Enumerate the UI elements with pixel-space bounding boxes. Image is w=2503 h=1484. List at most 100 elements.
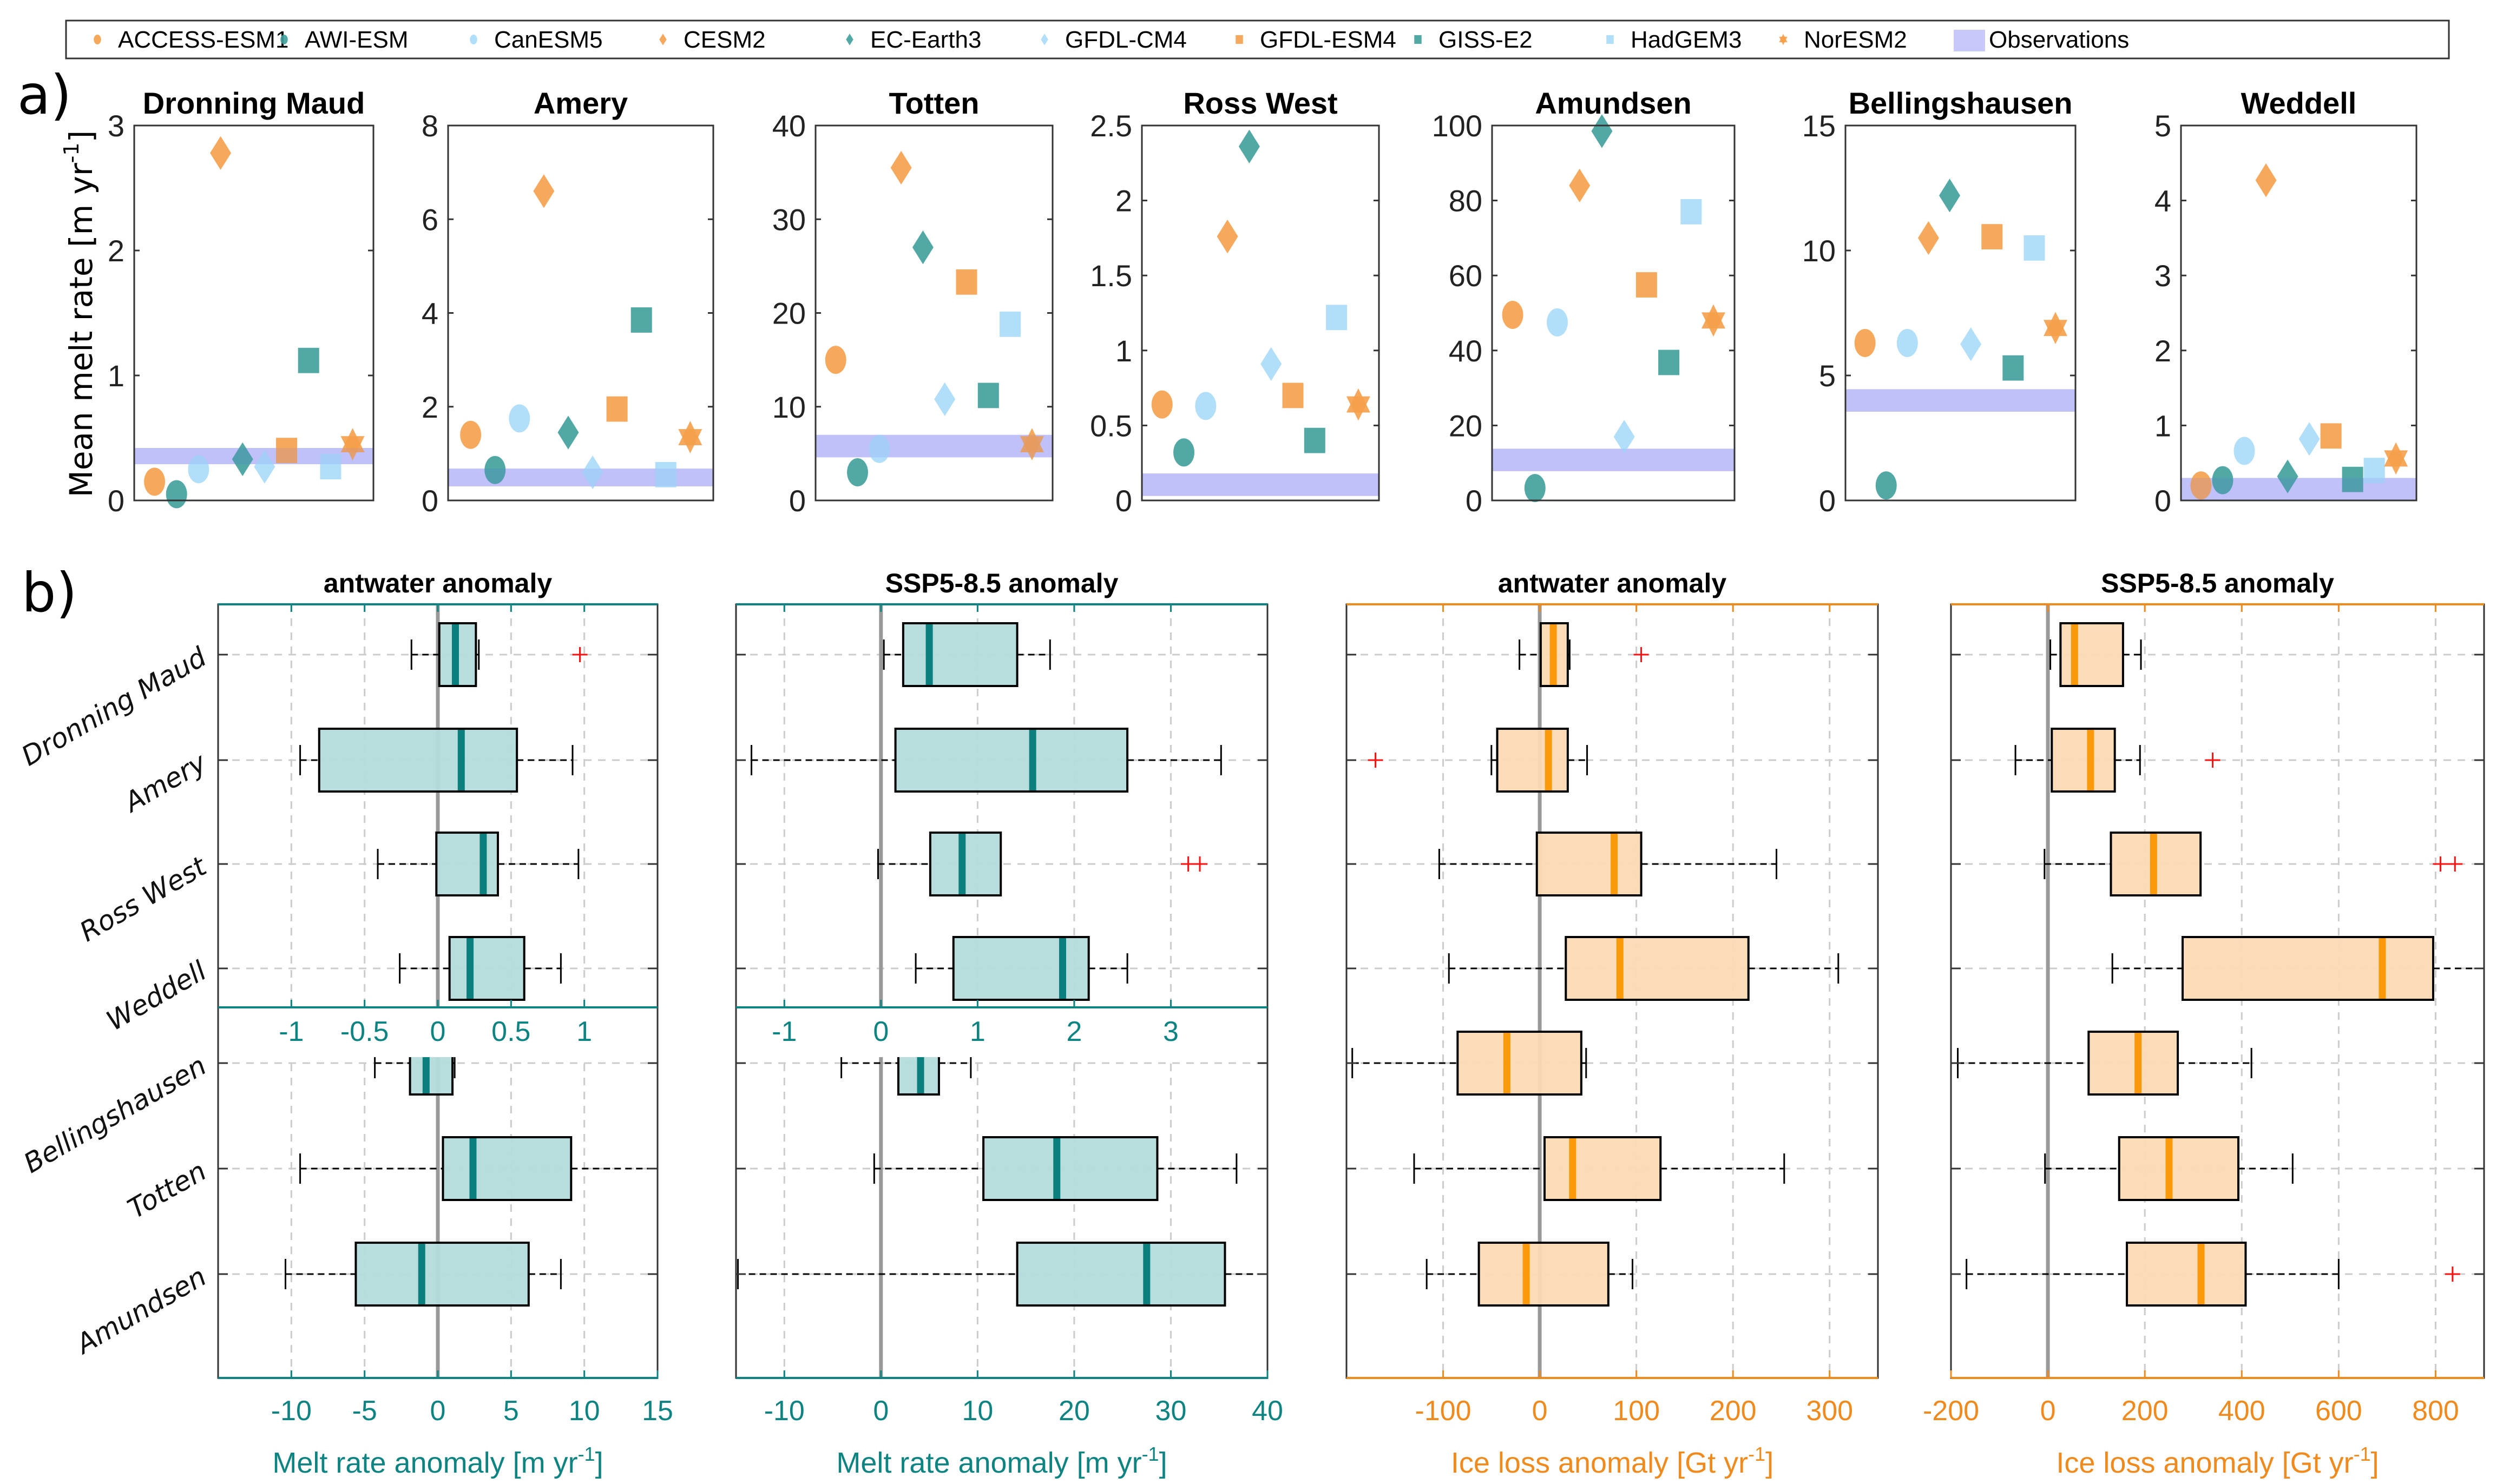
legend-entry: CanESM5 xyxy=(470,27,603,53)
axes-frame xyxy=(1141,124,1380,502)
panel-title: Bellingshausen xyxy=(1849,86,2073,120)
y-tick-label: 80 xyxy=(1449,184,1482,218)
hexagram-marker-icon xyxy=(1779,34,1788,45)
category-label: Dronning Maud xyxy=(16,641,212,772)
scatter-panel: Totten 0 10 20 30 40 xyxy=(772,86,1054,518)
x-axis-label-end: ] xyxy=(595,1447,603,1479)
box xyxy=(410,622,588,687)
panel-title: Totten xyxy=(889,86,980,120)
box xyxy=(1966,1242,2460,1307)
y-tick-label: 60 xyxy=(1449,259,1482,293)
circle-marker-icon xyxy=(280,35,288,44)
scatter-panel: Amery 0 2 4 6 8 xyxy=(422,86,714,518)
hexagram-triangle xyxy=(1020,436,1044,460)
model-point xyxy=(188,455,209,484)
legend-label: CanESM5 xyxy=(494,27,603,53)
x-tick-label: -100 xyxy=(1415,1395,1471,1427)
hexagram-triangle xyxy=(1346,396,1370,421)
iqr-box xyxy=(354,1242,530,1307)
outlier-marker xyxy=(2445,1267,2460,1282)
y-tick-label: 0 xyxy=(789,484,806,518)
legend-entry: GISS-E2 xyxy=(1414,27,1533,53)
panel-title: antwater anomaly xyxy=(1498,568,1727,598)
outlier-marker xyxy=(572,647,588,662)
axes-frame xyxy=(133,124,375,502)
observations-band xyxy=(1492,449,1735,471)
iqr-box xyxy=(1496,728,1569,793)
diamond-marker-icon xyxy=(659,34,667,45)
model-point xyxy=(1524,474,1546,503)
model-point xyxy=(1613,419,1635,454)
box xyxy=(2044,832,2463,896)
legend-label: GISS-E2 xyxy=(1438,27,1533,53)
box xyxy=(737,1242,1269,1307)
iqr-box xyxy=(442,1136,573,1201)
box xyxy=(399,936,562,1001)
model-point xyxy=(1173,438,1195,467)
model-point xyxy=(276,438,298,463)
y-tick-label: 20 xyxy=(772,296,806,331)
model-point xyxy=(825,346,846,374)
iqr-box xyxy=(2126,1242,2247,1307)
model-point xyxy=(144,467,166,496)
model-point xyxy=(847,458,869,487)
y-axis-label-end: ] xyxy=(63,130,100,143)
hexagram-triangle xyxy=(678,429,702,453)
model-point xyxy=(582,455,603,490)
split-x-tick-label: 1 xyxy=(970,1016,986,1047)
model-point xyxy=(977,382,999,408)
x-tick-label: -5 xyxy=(352,1395,377,1427)
x-tick-label: 15 xyxy=(642,1395,673,1427)
observations-band-overlay xyxy=(2181,478,2416,500)
box xyxy=(1351,1031,1587,1096)
y-tick-label: 0 xyxy=(2154,484,2171,518)
observations-band-icon xyxy=(1954,30,1985,51)
model-point xyxy=(1195,392,1217,420)
model-point xyxy=(1896,328,1918,357)
model-point xyxy=(2363,458,2385,483)
y-tick-label: 2 xyxy=(2154,334,2171,368)
y-tick-label: 0.5 xyxy=(1090,408,1132,443)
model-point xyxy=(1981,224,2003,249)
model-point xyxy=(956,269,977,295)
x-tick-label: 40 xyxy=(1252,1395,1283,1427)
y-tick-label: 0 xyxy=(108,484,124,518)
square-marker-icon xyxy=(1236,35,1243,44)
x-tick-label: 200 xyxy=(1710,1395,1757,1427)
model-point xyxy=(254,450,275,484)
x-axis-label-end: ] xyxy=(2371,1447,2379,1479)
axes-frame xyxy=(2180,124,2417,502)
model-point xyxy=(678,421,702,453)
split-x-tick-label: 0.5 xyxy=(491,1016,530,1047)
model-point xyxy=(1326,305,1348,331)
observations-band-overlay xyxy=(1492,449,1735,471)
model-point xyxy=(1658,349,1680,375)
y-tick-label: 3 xyxy=(2154,259,2171,293)
y-tick-label: 15 xyxy=(1802,109,1836,143)
box xyxy=(1438,832,1778,896)
model-point xyxy=(1680,199,1702,225)
x-tick-label: 0 xyxy=(1532,1395,1548,1427)
x-tick-label: 600 xyxy=(2315,1395,2362,1427)
legend-label: NorESM2 xyxy=(1804,27,1907,53)
model-point xyxy=(1238,129,1260,164)
observations-band-overlay xyxy=(448,469,713,487)
legend-label: Observations xyxy=(1989,27,2129,53)
box xyxy=(1425,1242,1633,1307)
x-tick-label: 20 xyxy=(1059,1395,1090,1427)
scatter-panel: Weddell 0 1 2 3 4 5 xyxy=(2154,86,2417,518)
x-tick-label: 300 xyxy=(1806,1395,1853,1427)
model-point xyxy=(557,415,579,450)
model-point xyxy=(630,307,652,333)
box xyxy=(915,936,1128,1001)
box xyxy=(2044,1136,2294,1201)
x-tick-label: 800 xyxy=(2412,1395,2459,1427)
model-point xyxy=(869,434,890,463)
legend-label: HadGEM3 xyxy=(1631,27,1742,53)
box xyxy=(377,832,580,896)
model-point xyxy=(166,480,187,509)
y-axis-label-main: Mean melt rate [m yr xyxy=(63,163,100,497)
category-label: Totten xyxy=(122,1155,212,1225)
category-label: Ross West xyxy=(75,850,213,948)
observations-band xyxy=(1845,389,2075,412)
